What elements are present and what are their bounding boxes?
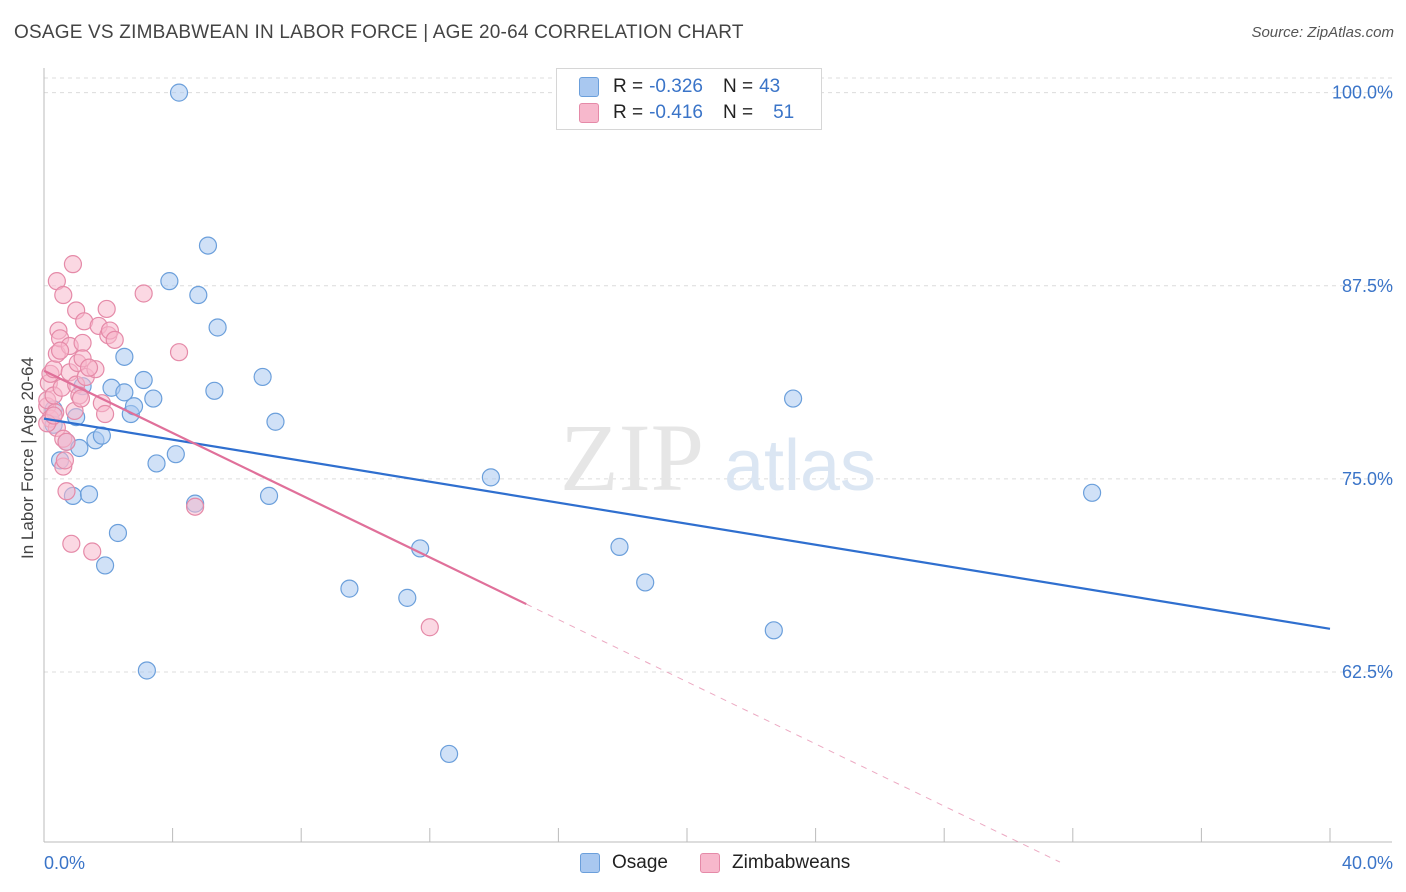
osage-point	[198, 236, 218, 255]
osage-legend-label: Osage	[612, 852, 668, 873]
x-tick-label-min: 0.0%	[44, 853, 85, 873]
zimbabwean-point	[62, 534, 81, 553]
osage-point	[134, 370, 153, 390]
osage-point	[147, 454, 166, 473]
y-tick-label: 87.5%	[1342, 276, 1393, 296]
x-tick-label-max: 40.0%	[1342, 853, 1393, 873]
watermark-atlas: atlas	[724, 426, 876, 506]
osage-point	[340, 579, 359, 598]
osage-point	[411, 539, 430, 558]
osage-point	[79, 485, 99, 504]
zimbabwean-legend-swatch	[700, 853, 720, 873]
watermark: ZIP atlas	[560, 404, 876, 511]
series-legend: Osage Zimbabweans	[0, 852, 1406, 878]
chart-title: OSAGE VS ZIMBABWEAN IN LABOR FORCE | AGE…	[14, 22, 744, 43]
osage-swatch	[579, 77, 599, 97]
data-points	[38, 83, 1102, 764]
source-credit: Source: ZipAtlas.com	[1251, 24, 1394, 41]
osage-point	[1082, 483, 1102, 502]
osage-point	[160, 272, 179, 291]
zimbabwean-n-label: N =	[722, 102, 754, 123]
zimbabwean-trend-line	[526, 603, 1061, 863]
osage-point	[764, 621, 783, 640]
zimbabwean-point	[63, 255, 83, 274]
osage-point	[115, 383, 134, 402]
osage-legend-swatch	[580, 853, 600, 873]
zimbabwean-point	[79, 358, 99, 377]
osage-point	[189, 285, 208, 305]
zimbabwean-point	[105, 330, 124, 349]
osage-point	[144, 389, 163, 408]
zimbabwean-point	[83, 542, 102, 561]
osage-point	[115, 347, 134, 366]
legend-row-zimbabwean: R = -0.416 N = 51	[579, 101, 794, 125]
trend-lines	[43, 369, 1331, 863]
legend-item-osage: Osage	[580, 852, 668, 874]
zimbabwean-point	[71, 389, 91, 408]
zimbabwean-r-value: -0.416	[649, 102, 703, 123]
zimbabwean-legend-label: Zimbabweans	[732, 852, 851, 873]
osage-point	[439, 744, 459, 764]
zimbabwean-point	[73, 333, 92, 353]
zimbabwean-point	[95, 404, 115, 424]
osage-point	[636, 573, 655, 592]
y-tick-label: 100.0%	[1332, 83, 1393, 103]
osage-point	[398, 588, 417, 607]
osage-point	[95, 556, 115, 575]
legend-item-zimbabwean: Zimbabweans	[700, 852, 850, 874]
zimbabwean-point	[55, 451, 74, 470]
osage-point	[208, 318, 227, 337]
zimbabwean-point	[57, 482, 76, 501]
zimbabwean-trend-line	[43, 369, 527, 606]
osage-point	[266, 412, 285, 431]
y-tick-label: 75.0%	[1342, 469, 1393, 489]
osage-point	[169, 83, 189, 102]
zimbabwean-r-label: R =	[613, 102, 644, 123]
osage-point	[166, 445, 185, 464]
osage-trend-line	[43, 417, 1331, 630]
osage-r-label: R =	[613, 76, 644, 97]
tick-labels: 62.5% 75.0% 87.5% 100.0% 0.0% 40.0%	[44, 83, 1393, 873]
osage-point	[108, 523, 128, 543]
legend-row-osage: R = -0.326 N = 43	[579, 75, 780, 99]
zimbabwean-n-value: 51	[773, 102, 795, 123]
zimbabwean-point	[50, 341, 70, 360]
osage-point	[205, 381, 224, 400]
osage-point	[137, 661, 156, 680]
zimbabwean-point	[57, 432, 76, 451]
zimbabwean-point	[420, 618, 439, 637]
zimbabwean-point	[186, 497, 205, 516]
osage-n-value: 43	[759, 76, 781, 97]
grid-lines	[44, 77, 1392, 673]
osage-n-label: N =	[722, 76, 754, 97]
zimbabwean-point	[97, 299, 116, 319]
stats-legend: R = -0.326 N = 43 R = -0.416 N = 51	[556, 68, 822, 130]
osage-point	[610, 537, 629, 556]
zimbabwean-point	[54, 285, 73, 305]
y-tick-label: 62.5%	[1342, 662, 1393, 682]
osage-point	[481, 468, 500, 487]
osage-point	[783, 389, 803, 408]
zimbabwean-point	[169, 343, 189, 362]
watermark-zip: ZIP	[560, 404, 704, 511]
zimbabwean-swatch	[579, 103, 599, 123]
osage-point	[253, 367, 272, 387]
osage-point	[259, 486, 279, 505]
axes	[43, 68, 1392, 843]
osage-r-value: -0.326	[649, 76, 703, 97]
zimbabwean-point	[134, 284, 153, 303]
